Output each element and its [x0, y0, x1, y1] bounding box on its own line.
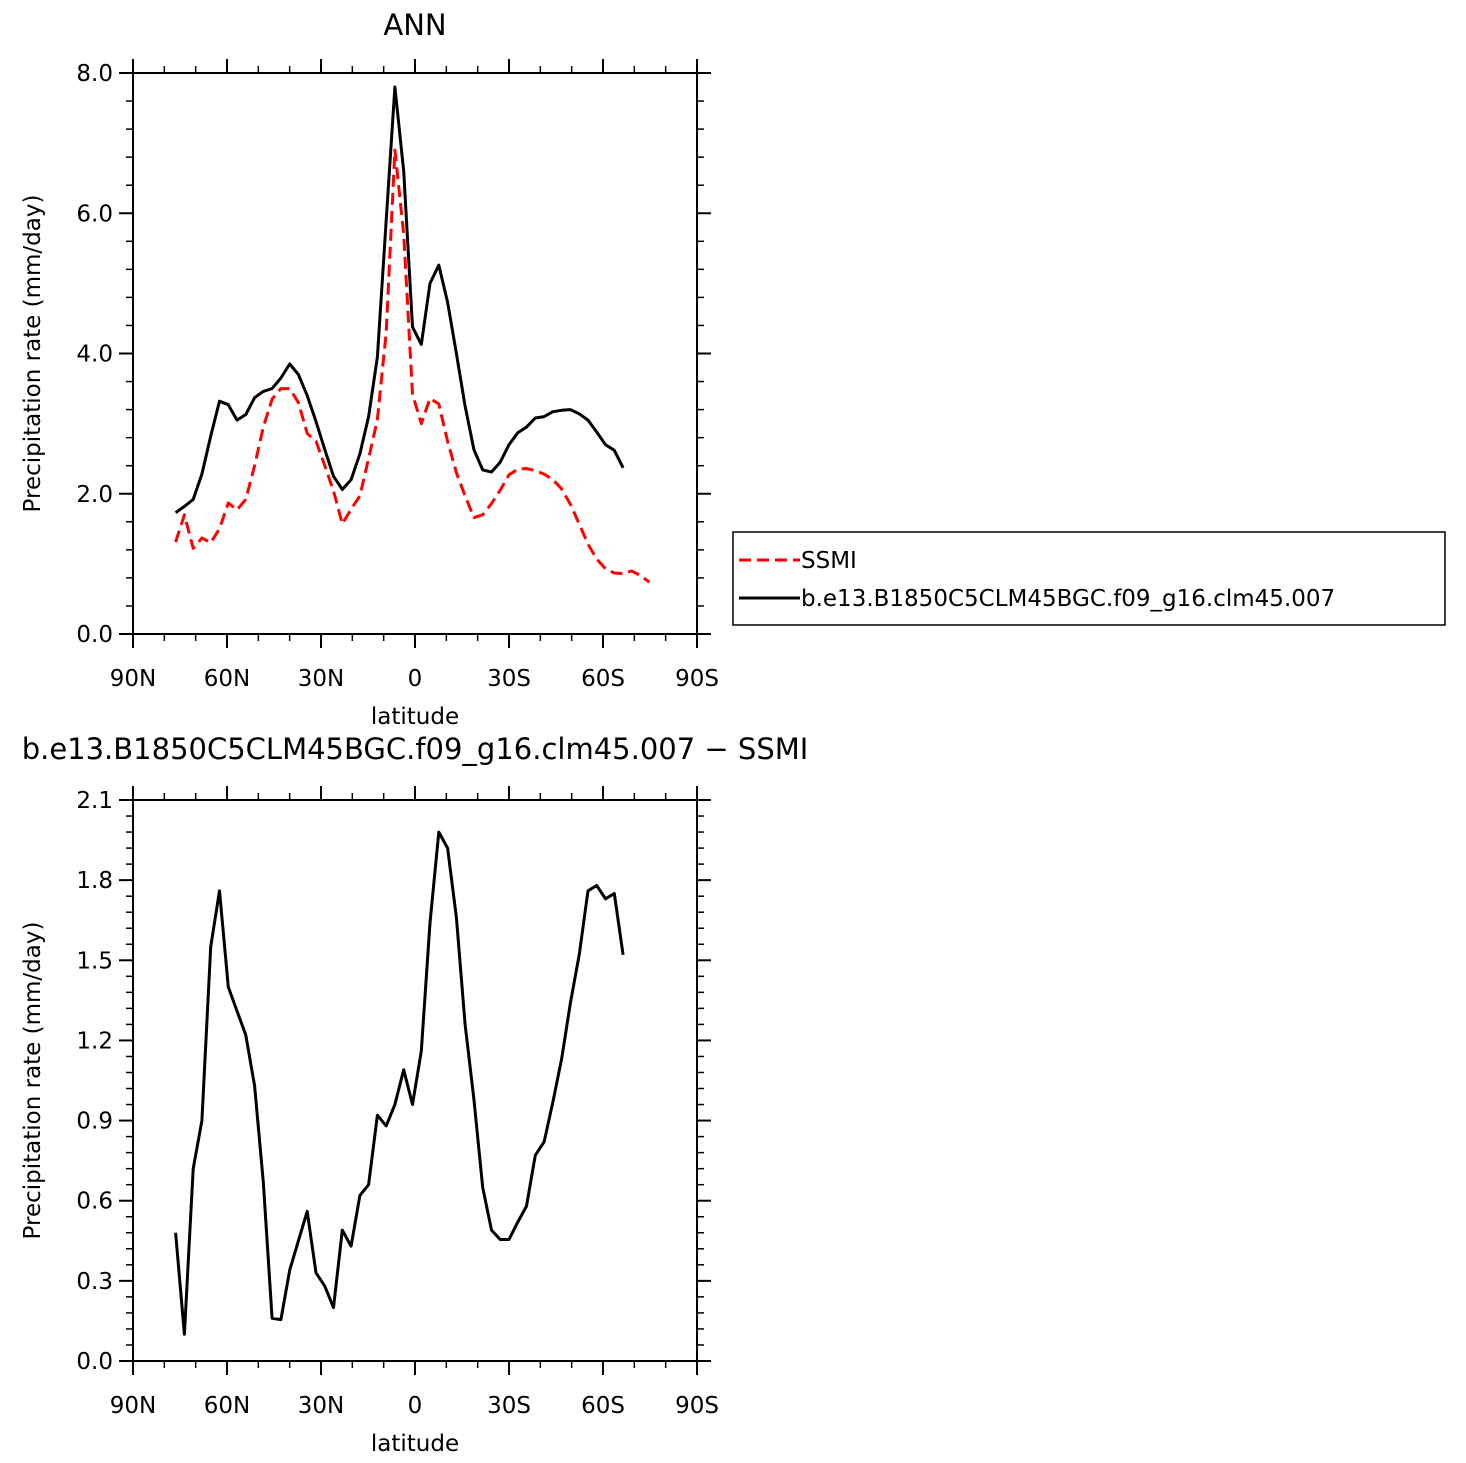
x-tick-label: 60N	[204, 666, 250, 692]
panel-title: b.e13.B1850C5CLM45BGC.f09_g16.clm45.007 …	[22, 732, 809, 766]
x-tick-label: 60S	[581, 666, 625, 692]
x-tick-label: 30S	[487, 1393, 531, 1419]
x-axis-label: latitude	[371, 704, 459, 730]
panel-difference: b.e13.B1850C5CLM45BGC.f09_g16.clm45.007 …	[20, 732, 808, 1457]
x-axis-ticks: 90N 60N 30N 0 30S 60S 90S	[110, 786, 719, 1419]
y-tick-label: 1.5	[76, 948, 113, 974]
y-tick-label: 8.0	[76, 61, 113, 87]
legend: SSMI b.e13.B1850C5CLM45BGC.f09_g16.clm45…	[732, 531, 1446, 626]
x-tick-label: 90N	[110, 666, 156, 692]
plot-frame	[132, 799, 698, 1362]
y-tick-label: 4.0	[76, 342, 113, 368]
x-tick-label: 60S	[581, 1393, 625, 1419]
y-axis-label: Precipitation rate (mm/day)	[20, 195, 46, 513]
series-line-b-e13-b1850c5clm45bgc-f09-g16-clm45-007	[174, 85, 625, 514]
y-axis-label: Precipitation rate (mm/day)	[20, 922, 46, 1240]
y-tick-label: 0.3	[76, 1269, 113, 1295]
y-tick-label: 1.8	[76, 868, 113, 894]
y-axis-ticks: 0.0 2.0 4.0 6.0 8.0	[76, 61, 711, 648]
x-tick-label: 90S	[675, 1393, 719, 1419]
y-axis-ticks: 0.0 0.3 0.6 0.9 1.2 1.5 1.8 2.1	[76, 788, 711, 1375]
panel-title: ANN	[383, 8, 446, 42]
y-tick-label: 0.0	[76, 622, 113, 648]
legend-label-ssmi: SSMI	[801, 548, 857, 574]
x-tick-label: 90N	[110, 1393, 156, 1419]
x-axis-label: latitude	[371, 1431, 459, 1457]
plot-frame	[132, 72, 698, 635]
x-tick-label: 60N	[204, 1393, 250, 1419]
x-tick-label: 0	[408, 666, 423, 692]
y-tick-label: 0.0	[76, 1349, 113, 1375]
series-line-ssmi	[174, 148, 651, 584]
x-tick-label: 90S	[675, 666, 719, 692]
x-tick-label: 30N	[298, 1393, 344, 1419]
y-tick-label: 2.1	[76, 788, 113, 814]
y-tick-label: 1.2	[76, 1028, 113, 1054]
series-lines	[174, 830, 625, 1336]
y-tick-label: 0.9	[76, 1109, 113, 1135]
series-line-diff-0	[174, 830, 625, 1336]
series-lines	[174, 85, 651, 584]
x-tick-label: 0	[408, 1393, 423, 1419]
y-tick-label: 0.6	[76, 1189, 113, 1215]
legend-label-model: b.e13.B1850C5CLM45BGC.f09_g16.clm45.007	[801, 586, 1335, 612]
panel-annual-mean: ANN 0.02.04.06.08.0 90N 60N 30N 0 30S 60S 90S …	[20, 8, 1446, 730]
x-axis-ticks: 90N 60N 30N 0 30S 60S 90S	[110, 59, 719, 692]
x-tick-label: 30S	[487, 666, 531, 692]
x-tick-label: 30N	[298, 666, 344, 692]
y-tick-label: 6.0	[76, 201, 113, 227]
legend-box	[732, 531, 1446, 626]
y-tick-label: 2.0	[76, 482, 113, 508]
